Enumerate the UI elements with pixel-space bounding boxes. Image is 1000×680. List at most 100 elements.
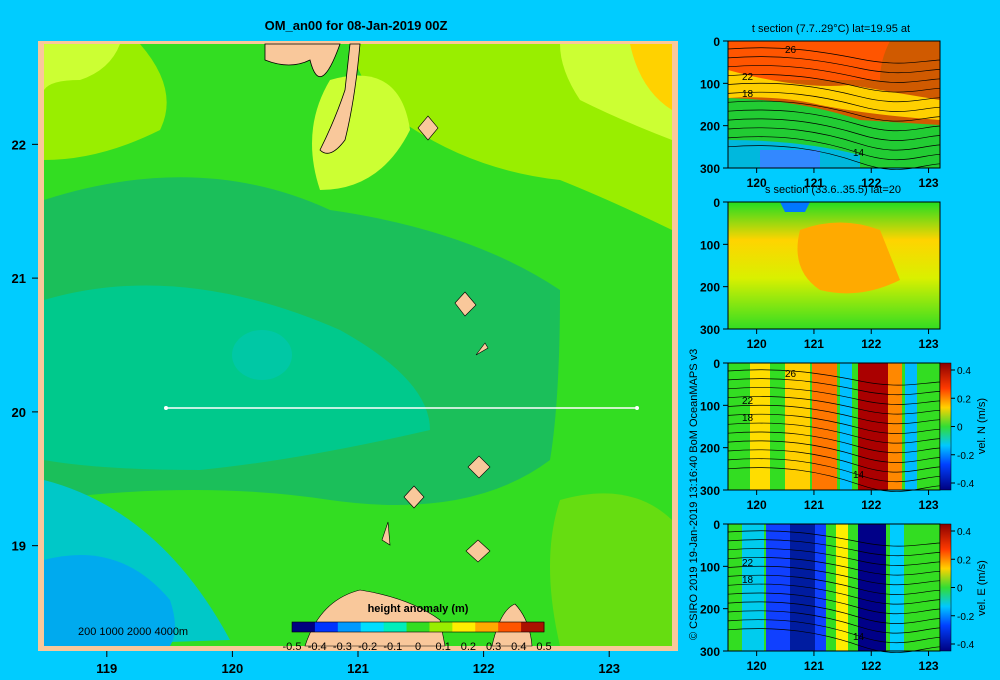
contour-line [727, 601, 941, 624]
vel-colorbar-tick-label: -0.4 [957, 640, 975, 651]
n-contour-22: 22 [742, 396, 754, 407]
section-x-tick-label: 122 [861, 498, 881, 512]
anomaly-region-positive-n-2 [312, 75, 410, 190]
contour-line [727, 136, 941, 161]
n-contour-14: 14 [853, 470, 865, 481]
vel-n-colorbar [939, 362, 952, 491]
section-x-tick-label: 122 [861, 337, 881, 351]
contour-line [727, 628, 941, 653]
contour-line [727, 378, 941, 396]
island-4 [467, 455, 491, 479]
contour-line [727, 413, 941, 434]
island-2 [454, 291, 477, 317]
vel-colorbar-tick-label: 0.2 [957, 394, 971, 405]
colorbar-tick-label: -0.1 [383, 641, 402, 653]
colorbar-frame [291, 621, 545, 633]
land-luzon-tip [319, 43, 361, 154]
t-contour-18: 18 [742, 89, 754, 100]
contour-line [727, 557, 941, 576]
vel-colorbar-tick-label: -0.2 [957, 451, 975, 462]
colorbar-tick-label: 0.2 [461, 641, 476, 653]
map-y-tick-label: 21 [12, 271, 26, 286]
map-x-tick-label: 119 [96, 661, 117, 676]
contour-line [727, 422, 941, 444]
colorbar-segment [314, 622, 339, 632]
contour-line [727, 431, 941, 454]
colorbar-tick-label: 0.1 [436, 641, 451, 653]
contour-line [727, 396, 941, 415]
colorbar-tick-label: -0.5 [283, 641, 302, 653]
map-x-ticks: 119 120 121 122 123 [96, 651, 620, 676]
contour-line [727, 47, 941, 64]
anomaly-region-positive-nw-2 [44, 44, 120, 90]
panel-s-y-ticks: 0 100 200 300 [700, 196, 728, 337]
contour-line [727, 65, 941, 83]
panel-salinity: s section (33.6..35.5) lat=20 120 121 122 1… [700, 184, 941, 351]
contour-line [727, 440, 941, 463]
map-y-tick-label: 22 [12, 137, 26, 152]
vel-e-contours [727, 530, 941, 653]
colorbar-segment [521, 622, 545, 632]
colorbar-tick-label: 0.5 [536, 641, 551, 653]
t-contour-22: 22 [742, 72, 754, 83]
vel-colorbar-tick-label: -0.2 [957, 612, 975, 623]
vel-e-colorbar [939, 523, 952, 652]
section-y-tick-label: 200 [700, 442, 720, 456]
contour-line [727, 619, 941, 644]
contour-line [727, 530, 941, 547]
t-contour-26: 26 [785, 45, 797, 56]
contour-line [727, 539, 941, 557]
contour-line [727, 127, 941, 151]
section-y-tick-label: 200 [700, 281, 720, 295]
section-y-tick-label: 300 [700, 162, 720, 176]
main-map: OM_an00 for 08-Jan-2019 00Z 200 1000 200… [12, 18, 678, 676]
section-x-tick-label: 120 [747, 498, 767, 512]
vel-n-contours [727, 369, 941, 492]
section-y-tick-label: 100 [700, 238, 720, 252]
contour-line [727, 56, 941, 74]
vel-colorbar-tick-label: 0.4 [957, 366, 971, 377]
section-y-tick-label: 0 [713, 35, 720, 49]
colorbar-segment [383, 622, 408, 632]
section-x-tick-label: 123 [919, 659, 939, 673]
map-y-tick-label: 20 [12, 405, 26, 420]
panel-t-x-ticks: 120 121 122 123 [747, 168, 939, 190]
panel-t-title: t section (7.7..29°C) lat=19.95 at [752, 23, 910, 35]
section-x-tick-label: 120 [747, 659, 767, 673]
island-3 [475, 342, 489, 356]
section-x-tick-label: 123 [919, 176, 939, 190]
colorbar-segment [406, 622, 430, 632]
section-y-tick-label: 300 [700, 323, 720, 337]
vel-n-colorbar-ticks: 0.4 0.2 0 -0.2 -0.4 [951, 366, 975, 490]
section-y-tick-label: 0 [713, 518, 720, 532]
contour-line [727, 369, 941, 386]
map-y-tick-label: 19 [12, 539, 26, 554]
panel-n-x-ticks: 120 121 122 123 [747, 490, 939, 512]
n-contour-18: 18 [742, 413, 754, 424]
depth-key: 200 1000 2000 4000m [78, 626, 188, 638]
section-x-tick-label: 120 [747, 337, 767, 351]
section-y-tick-label: 200 [700, 120, 720, 134]
map-x-tick-label: 121 [347, 661, 369, 676]
vel-colorbar-tick-label: 0 [957, 584, 963, 595]
colorbar-segment [292, 622, 316, 632]
map-x-tick-label: 120 [222, 661, 244, 676]
colorbar-segment [429, 622, 453, 632]
e-contour-22: 22 [742, 558, 754, 569]
colorbar-tick-label: -0.4 [308, 641, 327, 653]
anomaly-region-min [44, 555, 175, 646]
section-y-tick-label: 100 [700, 560, 720, 574]
colorbar-segment [452, 622, 476, 632]
anomaly-region-positive-se [550, 493, 672, 646]
contour-line [727, 592, 941, 615]
anomaly-region-max [630, 44, 672, 110]
panel-e-x-ticks: 120 121 122 123 [747, 651, 939, 673]
section-x-tick-label: 122 [861, 176, 881, 190]
contour-line [727, 610, 941, 634]
anomaly-region-negative-2 [44, 285, 430, 470]
contour-line [727, 449, 941, 473]
contour-line [727, 82, 941, 103]
